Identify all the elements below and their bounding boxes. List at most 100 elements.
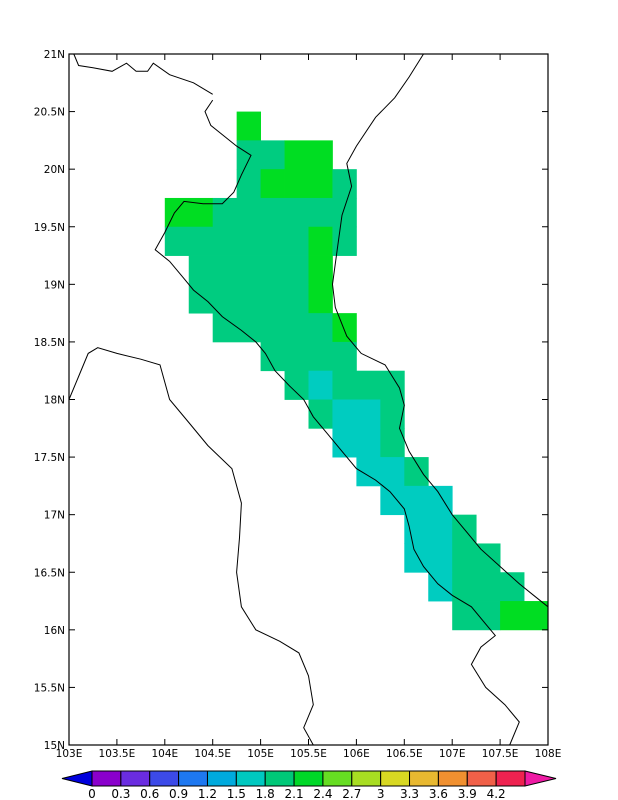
laos-vietnam-border-line [154,99,520,746]
data-cell [164,226,309,256]
x-tick-label: 104E [151,748,178,760]
data-cell [500,601,549,631]
data-cell [404,543,453,573]
colorbar-label: 3.9 [458,787,477,800]
data-cell [236,111,261,141]
data-cell [380,428,405,458]
y-tick-label: 20.5N [34,107,65,119]
data-cell [356,457,405,487]
data-cell [404,457,429,487]
data-cell [332,313,357,343]
data-cell [332,226,357,256]
data-cells-layer [164,111,549,631]
data-cell [332,399,381,429]
colorbar-segment [61,770,93,787]
colorbar-label: 0.9 [169,787,188,800]
colorbar-label: 1.5 [227,787,246,800]
x-tick-label: 105.5E [290,748,327,760]
data-cell [452,543,501,573]
colorbar-label: 0 [88,787,96,800]
colorbar: 0 0.3 0.6 0.9 1.2 1.5 1.8 2.1 2.4 2.7 3 3.3 3.6 3.9 4.… [61,770,557,800]
x-tick-label: 106.5E [386,748,423,760]
data-cell [308,370,333,400]
colorbar-label: 0.3 [111,787,130,800]
y-tick-label: 15N [44,740,65,752]
x-tick-label: 107.5E [482,748,519,760]
colorbar-segment [264,770,295,787]
data-cell [164,197,214,228]
northern-border-line [73,53,213,95]
data-cell [380,485,453,516]
y-tick-label: 17.5N [34,452,65,464]
colorbar-label: 3.6 [429,787,448,800]
data-cell [236,169,261,199]
axis-ticks-layer: 103E 103.5E 104E 104.5E 105E 105.5E 106E 106.5E… [34,49,562,760]
y-tick-label: 16.5N [34,567,65,579]
data-cell [452,601,501,631]
colorbar-label: 2.4 [313,787,332,800]
data-cell [308,255,333,285]
laos-thailand-border-line [68,347,314,746]
data-cell [284,140,333,199]
colorbar-label: 2.1 [285,787,304,800]
colorbar-segment [380,770,411,787]
data-cell [188,255,309,285]
y-tick-label: 15.5N [34,682,65,694]
x-tick-label: 108E [535,748,562,760]
colorbar-label: 3 [377,787,385,800]
y-tick-label: 18N [44,395,65,407]
boundary-lines-layer [68,53,549,746]
data-cell [188,284,309,314]
x-tick-label: 106E [343,748,370,760]
data-cell [308,284,333,314]
x-tick-label: 105E [247,748,274,760]
colorbar-segment [206,770,237,787]
y-tick-label: 16N [44,625,65,637]
colorbar-label: 1.8 [256,787,275,800]
y-tick-label: 19.5N [34,222,65,234]
x-tick-label: 103.5E [99,748,136,760]
data-cell [380,399,405,429]
data-cell [308,226,333,256]
data-cell [332,169,357,199]
colorbar-segment [91,770,122,787]
data-cell [260,169,285,199]
data-cell [332,428,381,458]
colorbar-label: 1.2 [198,787,217,800]
colorbar-segment [178,770,208,787]
colorbar-segment [466,770,497,787]
data-cell [284,370,309,400]
colorbar-segment [409,770,439,787]
colorbar-label: 2.7 [342,787,361,800]
colorbar-label: 3.3 [400,787,419,800]
y-tick-label: 18.5N [34,337,65,349]
data-cell [260,341,357,372]
y-tick-label: 17N [44,510,65,522]
data-cell [452,572,525,602]
x-tick-label: 107E [439,748,466,760]
y-tick-label: 21N [44,49,65,61]
colorbar-label: 4.2 [487,787,506,800]
data-cell [308,399,333,429]
data-cell [236,140,285,170]
y-tick-label: 20N [44,164,65,176]
colorbar-segment [351,770,382,787]
data-cell [332,370,405,400]
colorbar-segment [437,770,468,787]
y-tick-label: 19N [44,279,65,291]
data-cell [404,514,453,544]
data-cell [212,197,357,228]
x-tick-label: 104.5E [194,748,231,760]
colorbar-segment [293,770,324,787]
colorbar-segment [149,770,180,787]
colorbar-segment [495,770,526,787]
colorbar-segment [120,770,151,787]
coastline [331,53,549,608]
colorbar-label: 0.6 [140,787,159,800]
colorbar-segment [524,770,557,787]
colorbar-segment [322,770,353,787]
colorbar-segment [235,770,266,787]
data-cell [212,313,333,343]
x-tick-label: 103E [56,748,83,760]
